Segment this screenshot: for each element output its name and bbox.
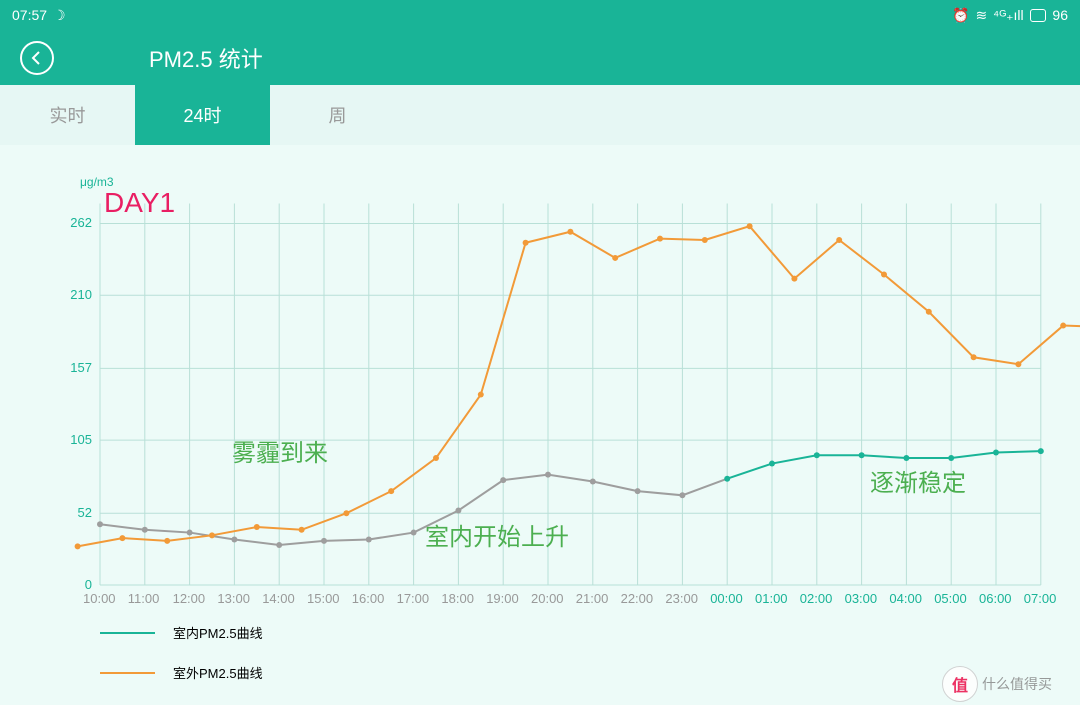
x-tick-label: 20:00 xyxy=(531,591,564,606)
chart-annotation: 室内开始上升 xyxy=(425,517,569,552)
x-tick-label: 23:00 xyxy=(665,591,698,606)
status-time: 07:57 xyxy=(12,7,47,23)
y-tick-label: 52 xyxy=(42,505,92,520)
x-tick-label: 13:00 xyxy=(217,591,250,606)
x-tick-label: 16:00 xyxy=(352,591,385,606)
y-tick-label: 105 xyxy=(42,432,92,447)
x-tick-label: 17:00 xyxy=(397,591,430,606)
legend-outdoor: 室外PM2.5曲线 xyxy=(100,663,263,682)
pm25-chart xyxy=(0,145,1080,705)
x-tick-label: 14:00 xyxy=(262,591,295,606)
x-tick-label: 22:00 xyxy=(621,591,654,606)
app-header: PM2.5 统计 xyxy=(0,30,1080,85)
legend-indoor-line xyxy=(100,632,155,634)
x-tick-label: 00:00 xyxy=(710,591,743,606)
x-tick-label: 10:00 xyxy=(83,591,116,606)
battery-icon xyxy=(1030,9,1047,22)
x-tick-label: 03:00 xyxy=(845,591,878,606)
y-tick-label: 262 xyxy=(42,215,92,230)
signal-icon: ⁴ᴳ₊ıll xyxy=(993,7,1023,24)
x-tick-label: 12:00 xyxy=(173,591,206,606)
x-tick-label: 02:00 xyxy=(800,591,833,606)
x-tick-label: 07:00 xyxy=(1024,591,1057,606)
page-title: PM2.5 统计 xyxy=(149,42,263,74)
x-tick-label: 15:00 xyxy=(307,591,340,606)
chart-annotation: 逐渐稳定 xyxy=(870,463,966,498)
moon-icon: ☽ xyxy=(53,7,66,24)
back-button[interactable] xyxy=(20,41,54,75)
chart-area: μg/m3 DAY1 052105157210262 10:0011:0012:… xyxy=(0,145,1080,705)
x-tick-label: 21:00 xyxy=(576,591,609,606)
x-tick-label: 06:00 xyxy=(979,591,1012,606)
legend-outdoor-label: 室外PM2.5曲线 xyxy=(173,663,263,682)
x-tick-label: 05:00 xyxy=(934,591,967,606)
alarm-icon: ⏰ xyxy=(952,7,969,24)
legend-outdoor-line xyxy=(100,672,155,674)
chart-annotation: 雾霾到来 xyxy=(232,433,328,468)
tab-week[interactable]: 周 xyxy=(270,85,405,145)
status-bar: 07:57 ☽ ⏰ ≋ ⁴ᴳ₊ıll 96 xyxy=(0,0,1080,30)
x-tick-label: 11:00 xyxy=(128,591,160,606)
tab-24h[interactable]: 24时 xyxy=(135,85,270,145)
time-range-tabs: 实时 24时 周 xyxy=(0,85,1080,145)
y-tick-label: 210 xyxy=(42,287,92,302)
legend-indoor: 室内PM2.5曲线 xyxy=(100,623,263,642)
x-tick-label: 18:00 xyxy=(441,591,474,606)
x-tick-label: 04:00 xyxy=(889,591,922,606)
tab-realtime[interactable]: 实时 xyxy=(0,85,135,145)
chevron-left-icon xyxy=(29,50,45,66)
wifi-icon: ≋ xyxy=(975,7,987,24)
watermark-text: 什么值得买 xyxy=(982,674,1052,694)
y-tick-label: 0 xyxy=(42,577,92,592)
watermark: 值 什么值得买 xyxy=(942,664,1072,704)
battery-percent: 96 xyxy=(1052,7,1068,23)
x-tick-label: 19:00 xyxy=(486,591,519,606)
watermark-icon: 值 xyxy=(942,666,978,702)
x-tick-label: 01:00 xyxy=(755,591,788,606)
legend-indoor-label: 室内PM2.5曲线 xyxy=(173,623,263,642)
y-tick-label: 157 xyxy=(42,360,92,375)
